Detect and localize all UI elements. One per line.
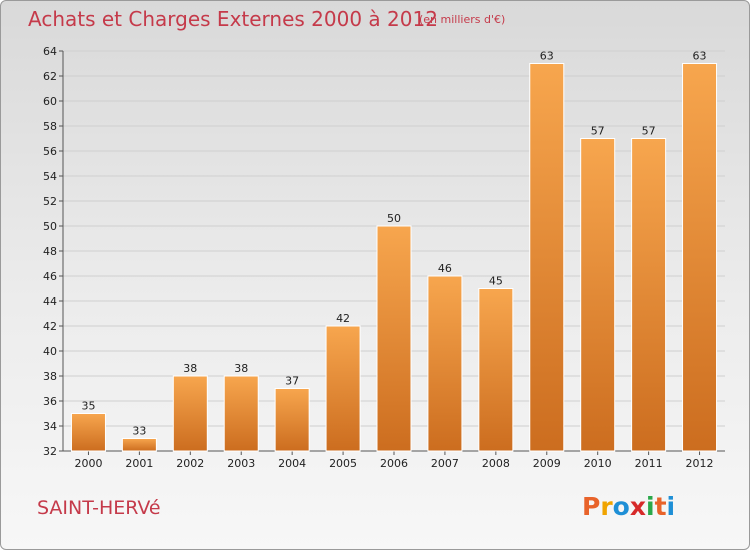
- proxiti-logo[interactable]: Proxiti: [582, 492, 675, 521]
- logo-letter: P: [582, 492, 601, 521]
- data-label: 57: [642, 125, 656, 138]
- data-labels: 35 33 38 38 37 42 50 46 45 63 57 57 63: [81, 50, 706, 438]
- y-tick-label: 36: [43, 395, 57, 408]
- y-tick-label: 62: [43, 70, 57, 83]
- x-tick-label: 2008: [482, 457, 510, 470]
- bar: [682, 63, 718, 452]
- bar: [427, 275, 463, 452]
- data-label: 50: [387, 212, 401, 225]
- y-tick-label: 52: [43, 195, 57, 208]
- y-tick-label: 32: [43, 445, 57, 458]
- x-tick-label: 2004: [278, 457, 306, 470]
- data-label: 35: [81, 400, 95, 413]
- logo-letter: i: [646, 492, 655, 521]
- bar: [325, 325, 361, 452]
- data-label: 46: [438, 262, 452, 275]
- y-tick-label: 42: [43, 320, 57, 333]
- x-tick-label: 2003: [227, 457, 255, 470]
- y-tick-label: 46: [43, 270, 57, 283]
- bar: [376, 225, 412, 452]
- bar: [529, 63, 565, 452]
- logo-letter: o: [612, 492, 630, 521]
- y-tick-label: 50: [43, 220, 57, 233]
- y-tick-label: 54: [43, 170, 57, 183]
- x-tick-label: 2006: [380, 457, 408, 470]
- bar: [70, 413, 106, 452]
- logo-letter: x: [629, 492, 646, 521]
- bar: [274, 388, 310, 452]
- x-tick-label: 2007: [431, 457, 459, 470]
- data-label: 63: [540, 50, 554, 63]
- y-tick-label: 64: [43, 45, 57, 58]
- data-label: 63: [693, 50, 707, 63]
- bars: [70, 63, 718, 452]
- logo-letter: r: [600, 492, 613, 521]
- y-tick-label: 38: [43, 370, 57, 383]
- data-label: 37: [285, 375, 299, 388]
- x-tick-label: 2005: [329, 457, 357, 470]
- chart-title: Achats et Charges Externes 2000 à 2012: [28, 7, 438, 31]
- y-tick-label: 40: [43, 345, 57, 358]
- data-label: 42: [336, 312, 350, 325]
- bar: [121, 438, 157, 452]
- x-tick-label: 2010: [584, 457, 612, 470]
- y-tick-label: 48: [43, 245, 57, 258]
- y-tick-label: 58: [43, 120, 57, 133]
- logo-letter: t: [654, 492, 667, 521]
- commune-name: SAINT-HERVé: [37, 497, 161, 519]
- logo-letter: i: [666, 492, 676, 521]
- data-label: 57: [591, 125, 605, 138]
- chart-subtitle: (en milliers d'€): [419, 13, 506, 26]
- x-tick-label: 2000: [74, 457, 102, 470]
- data-label: 38: [183, 362, 197, 375]
- bar: [580, 138, 616, 452]
- y-tick-label: 56: [43, 145, 57, 158]
- bar: [478, 288, 514, 452]
- y-tick-label: 60: [43, 95, 57, 108]
- bar: [172, 375, 208, 452]
- y-tick-label: 34: [43, 420, 57, 433]
- y-tick-label: 44: [43, 295, 57, 308]
- x-tick-label: 2011: [635, 457, 663, 470]
- data-label: 45: [489, 275, 503, 288]
- bar: [223, 375, 259, 452]
- data-label: 33: [132, 425, 146, 438]
- x-tick-label: 2009: [533, 457, 561, 470]
- bar: [631, 138, 667, 452]
- x-tick-label: 2001: [125, 457, 153, 470]
- x-tick-label: 2002: [176, 457, 204, 470]
- x-tick-label: 2012: [686, 457, 714, 470]
- data-label: 38: [234, 362, 248, 375]
